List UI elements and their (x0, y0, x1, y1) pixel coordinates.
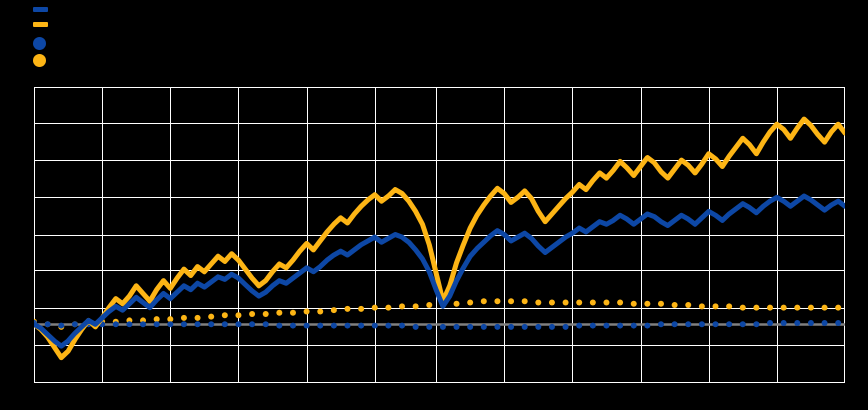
legend-item-yellow-line[interactable] (33, 22, 56, 27)
legend-item-yellow-dot[interactable] (33, 54, 54, 67)
data-series-layer (34, 116, 845, 361)
legend-dot-marker-icon (33, 54, 46, 67)
legend-line-marker-icon (33, 22, 48, 27)
series-blue-dotted (34, 320, 842, 330)
chart-legend (0, 0, 868, 80)
series-yellow-solid (34, 116, 845, 361)
legend-item-blue-line[interactable] (33, 7, 56, 12)
series-blue-solid (34, 193, 845, 349)
legend-line-marker-icon (33, 7, 48, 12)
legend-dot-marker-icon (33, 37, 46, 50)
x-axis-line (34, 382, 845, 383)
plot-area (34, 87, 845, 382)
legend-item-blue-dot[interactable] (33, 37, 54, 50)
